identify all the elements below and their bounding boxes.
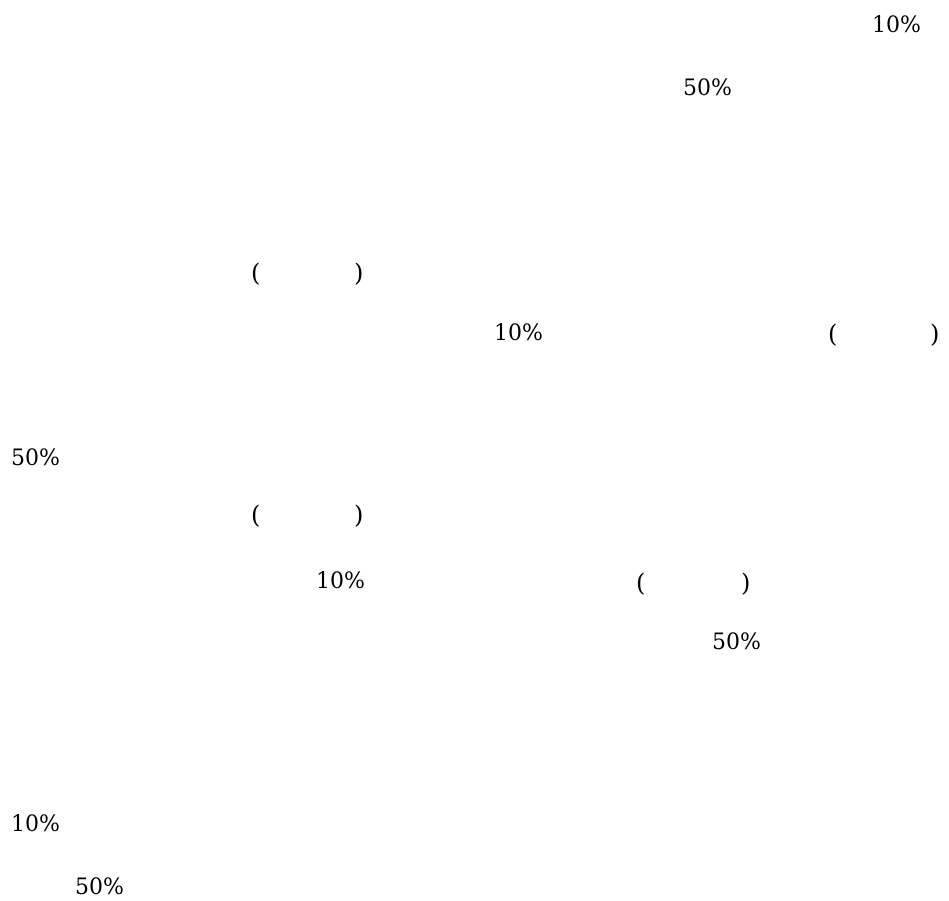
- percent-text: 50%: [683, 76, 732, 101]
- open-parenthesis: (: [251, 259, 261, 287]
- percent-text: 10%: [316, 569, 365, 594]
- percent-text: 10%: [494, 321, 543, 346]
- close-parenthesis: ): [930, 320, 940, 348]
- close-parenthesis: ): [354, 259, 364, 287]
- percent-text: 50%: [11, 446, 60, 471]
- open-parenthesis: (: [828, 320, 838, 348]
- percent-text: 50%: [75, 875, 124, 900]
- open-parenthesis: (: [636, 569, 646, 597]
- percent-text: 10%: [11, 812, 60, 837]
- close-parenthesis: ): [741, 569, 751, 597]
- percent-text: 50%: [712, 630, 761, 655]
- close-parenthesis: ): [354, 501, 364, 529]
- open-parenthesis: (: [251, 501, 261, 529]
- percent-text: 10%: [872, 13, 921, 38]
